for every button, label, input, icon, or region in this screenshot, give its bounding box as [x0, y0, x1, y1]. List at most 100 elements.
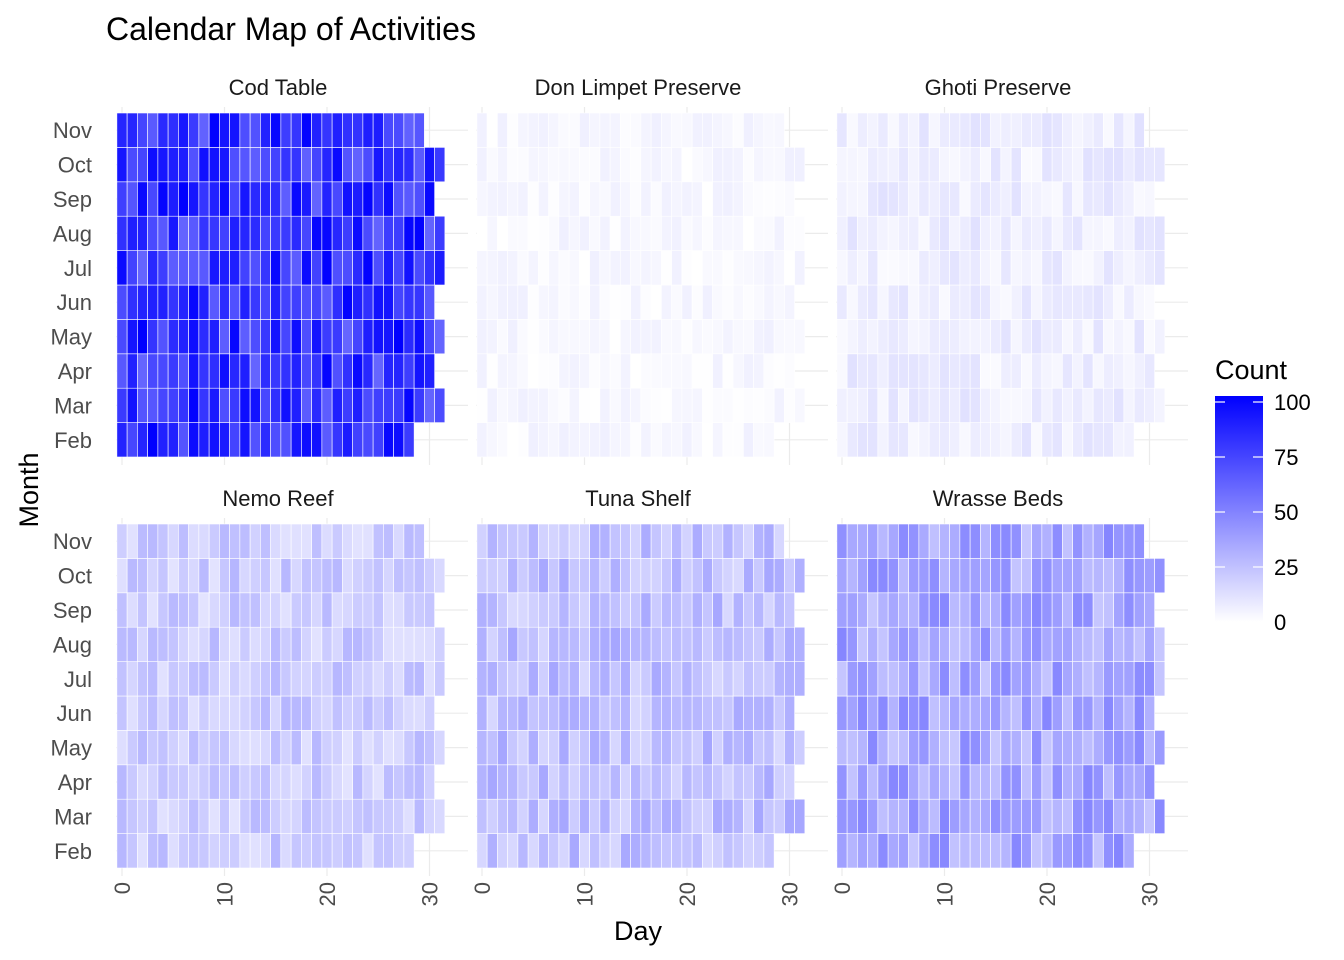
heatmap-cell: [980, 147, 991, 183]
heatmap-cell: [671, 353, 683, 389]
heatmap-cell: [1051, 730, 1063, 766]
heatmap-cell: [301, 422, 312, 458]
heatmap-cell: [620, 592, 631, 628]
heatmap-cell: [249, 319, 261, 355]
heatmap-cell: [773, 112, 785, 148]
heatmap-cell: [1031, 661, 1043, 697]
heatmap-cell: [568, 147, 580, 183]
heatmap-cell: [722, 387, 734, 423]
heatmap-cell: [331, 112, 343, 148]
heatmap-cell: [846, 523, 858, 559]
heatmap-cell: [1082, 523, 1094, 559]
heatmap-cell: [836, 422, 848, 458]
heatmap-cell: [753, 764, 765, 800]
heatmap-cell: [1021, 215, 1032, 251]
heatmap-cell: [867, 833, 879, 869]
heatmap-cell: [157, 147, 169, 183]
heatmap-cell: [497, 215, 508, 251]
heatmap-cell: [877, 764, 889, 800]
heatmap-cell: [650, 353, 662, 389]
heatmap-cell: [702, 592, 713, 628]
heatmap-cell: [620, 284, 631, 320]
heatmap-cell: [126, 147, 138, 183]
heatmap-cell: [517, 798, 529, 834]
heatmap-cell: [1092, 833, 1104, 869]
heatmap-cell: [599, 147, 611, 183]
heatmap-cell: [1092, 250, 1104, 286]
heatmap-cell: [691, 523, 703, 559]
heatmap-cell: [497, 592, 508, 628]
heatmap-cell: [630, 353, 642, 389]
heatmap-cell: [558, 798, 570, 834]
heatmap-cell: [898, 833, 909, 869]
heatmap-cell: [403, 387, 415, 423]
heatmap-cell: [239, 181, 251, 217]
heatmap-cell: [208, 284, 220, 320]
heatmap-cell: [413, 730, 425, 766]
heatmap-cell: [640, 798, 652, 834]
heatmap-cell: [1021, 764, 1032, 800]
heatmap-cell: [372, 215, 384, 251]
heatmap-cell: [753, 626, 765, 662]
heatmap-cell: [1144, 558, 1155, 594]
heatmap-cell: [1144, 661, 1155, 697]
heatmap-cell: [579, 523, 590, 559]
x-tick-label: 30: [418, 882, 443, 906]
heatmap-cell: [280, 147, 292, 183]
heatmap-cell: [352, 523, 364, 559]
heatmap-cell: [1031, 147, 1043, 183]
heatmap-cell: [497, 730, 508, 766]
heatmap-cell: [743, 558, 754, 594]
heatmap-cell: [188, 147, 200, 183]
heatmap-cell: [568, 833, 580, 869]
heatmap-cell: [249, 181, 261, 217]
heatmap-cell: [702, 112, 713, 148]
heatmap-cell: [691, 764, 703, 800]
heatmap-cell: [908, 592, 920, 628]
heatmap-cell: [137, 284, 148, 320]
heatmap-cell: [476, 353, 488, 389]
heatmap-cell: [229, 284, 241, 320]
heatmap-cell: [599, 387, 611, 423]
heatmap-cell: [722, 592, 734, 628]
heatmap-cell: [178, 661, 189, 697]
heatmap-cell: [763, 387, 775, 423]
heatmap-cell: [517, 661, 529, 697]
heatmap-cell: [147, 215, 159, 251]
heatmap-cell: [219, 695, 230, 731]
heatmap-cell: [640, 695, 652, 731]
heatmap-cell: [773, 284, 785, 320]
heatmap-cell: [527, 215, 539, 251]
heatmap-cell: [178, 250, 189, 286]
heatmap-cell: [362, 353, 374, 389]
heatmap-cell: [1082, 250, 1094, 286]
heatmap-cell: [1072, 798, 1084, 834]
heatmap-cell: [836, 215, 848, 251]
heatmap-cell: [527, 147, 539, 183]
heatmap-cell: [290, 764, 302, 800]
heatmap-cell: [342, 353, 353, 389]
heatmap-cell: [126, 284, 138, 320]
heatmap-cell: [517, 147, 529, 183]
heatmap-cell: [640, 592, 652, 628]
heatmap-cell: [980, 833, 991, 869]
heatmap-cell: [928, 387, 940, 423]
heatmap-cell: [691, 592, 703, 628]
heatmap-cell: [239, 112, 251, 148]
heatmap-cell: [476, 833, 488, 869]
heatmap-cell: [980, 112, 991, 148]
heatmap-cell: [321, 833, 333, 869]
heatmap-cell: [702, 215, 713, 251]
heatmap-cell: [630, 215, 642, 251]
heatmap-cell: [650, 626, 662, 662]
heatmap-cell: [990, 284, 1002, 320]
heatmap-cell: [609, 422, 621, 458]
heatmap-cell: [476, 798, 488, 834]
heatmap-cell: [671, 215, 683, 251]
heatmap-cell: [630, 592, 642, 628]
heatmap-cell: [579, 626, 590, 662]
heatmap-cell: [517, 353, 529, 389]
heatmap-cell: [1041, 798, 1053, 834]
heatmap-cell: [1010, 626, 1022, 662]
heatmap-cell: [403, 626, 415, 662]
